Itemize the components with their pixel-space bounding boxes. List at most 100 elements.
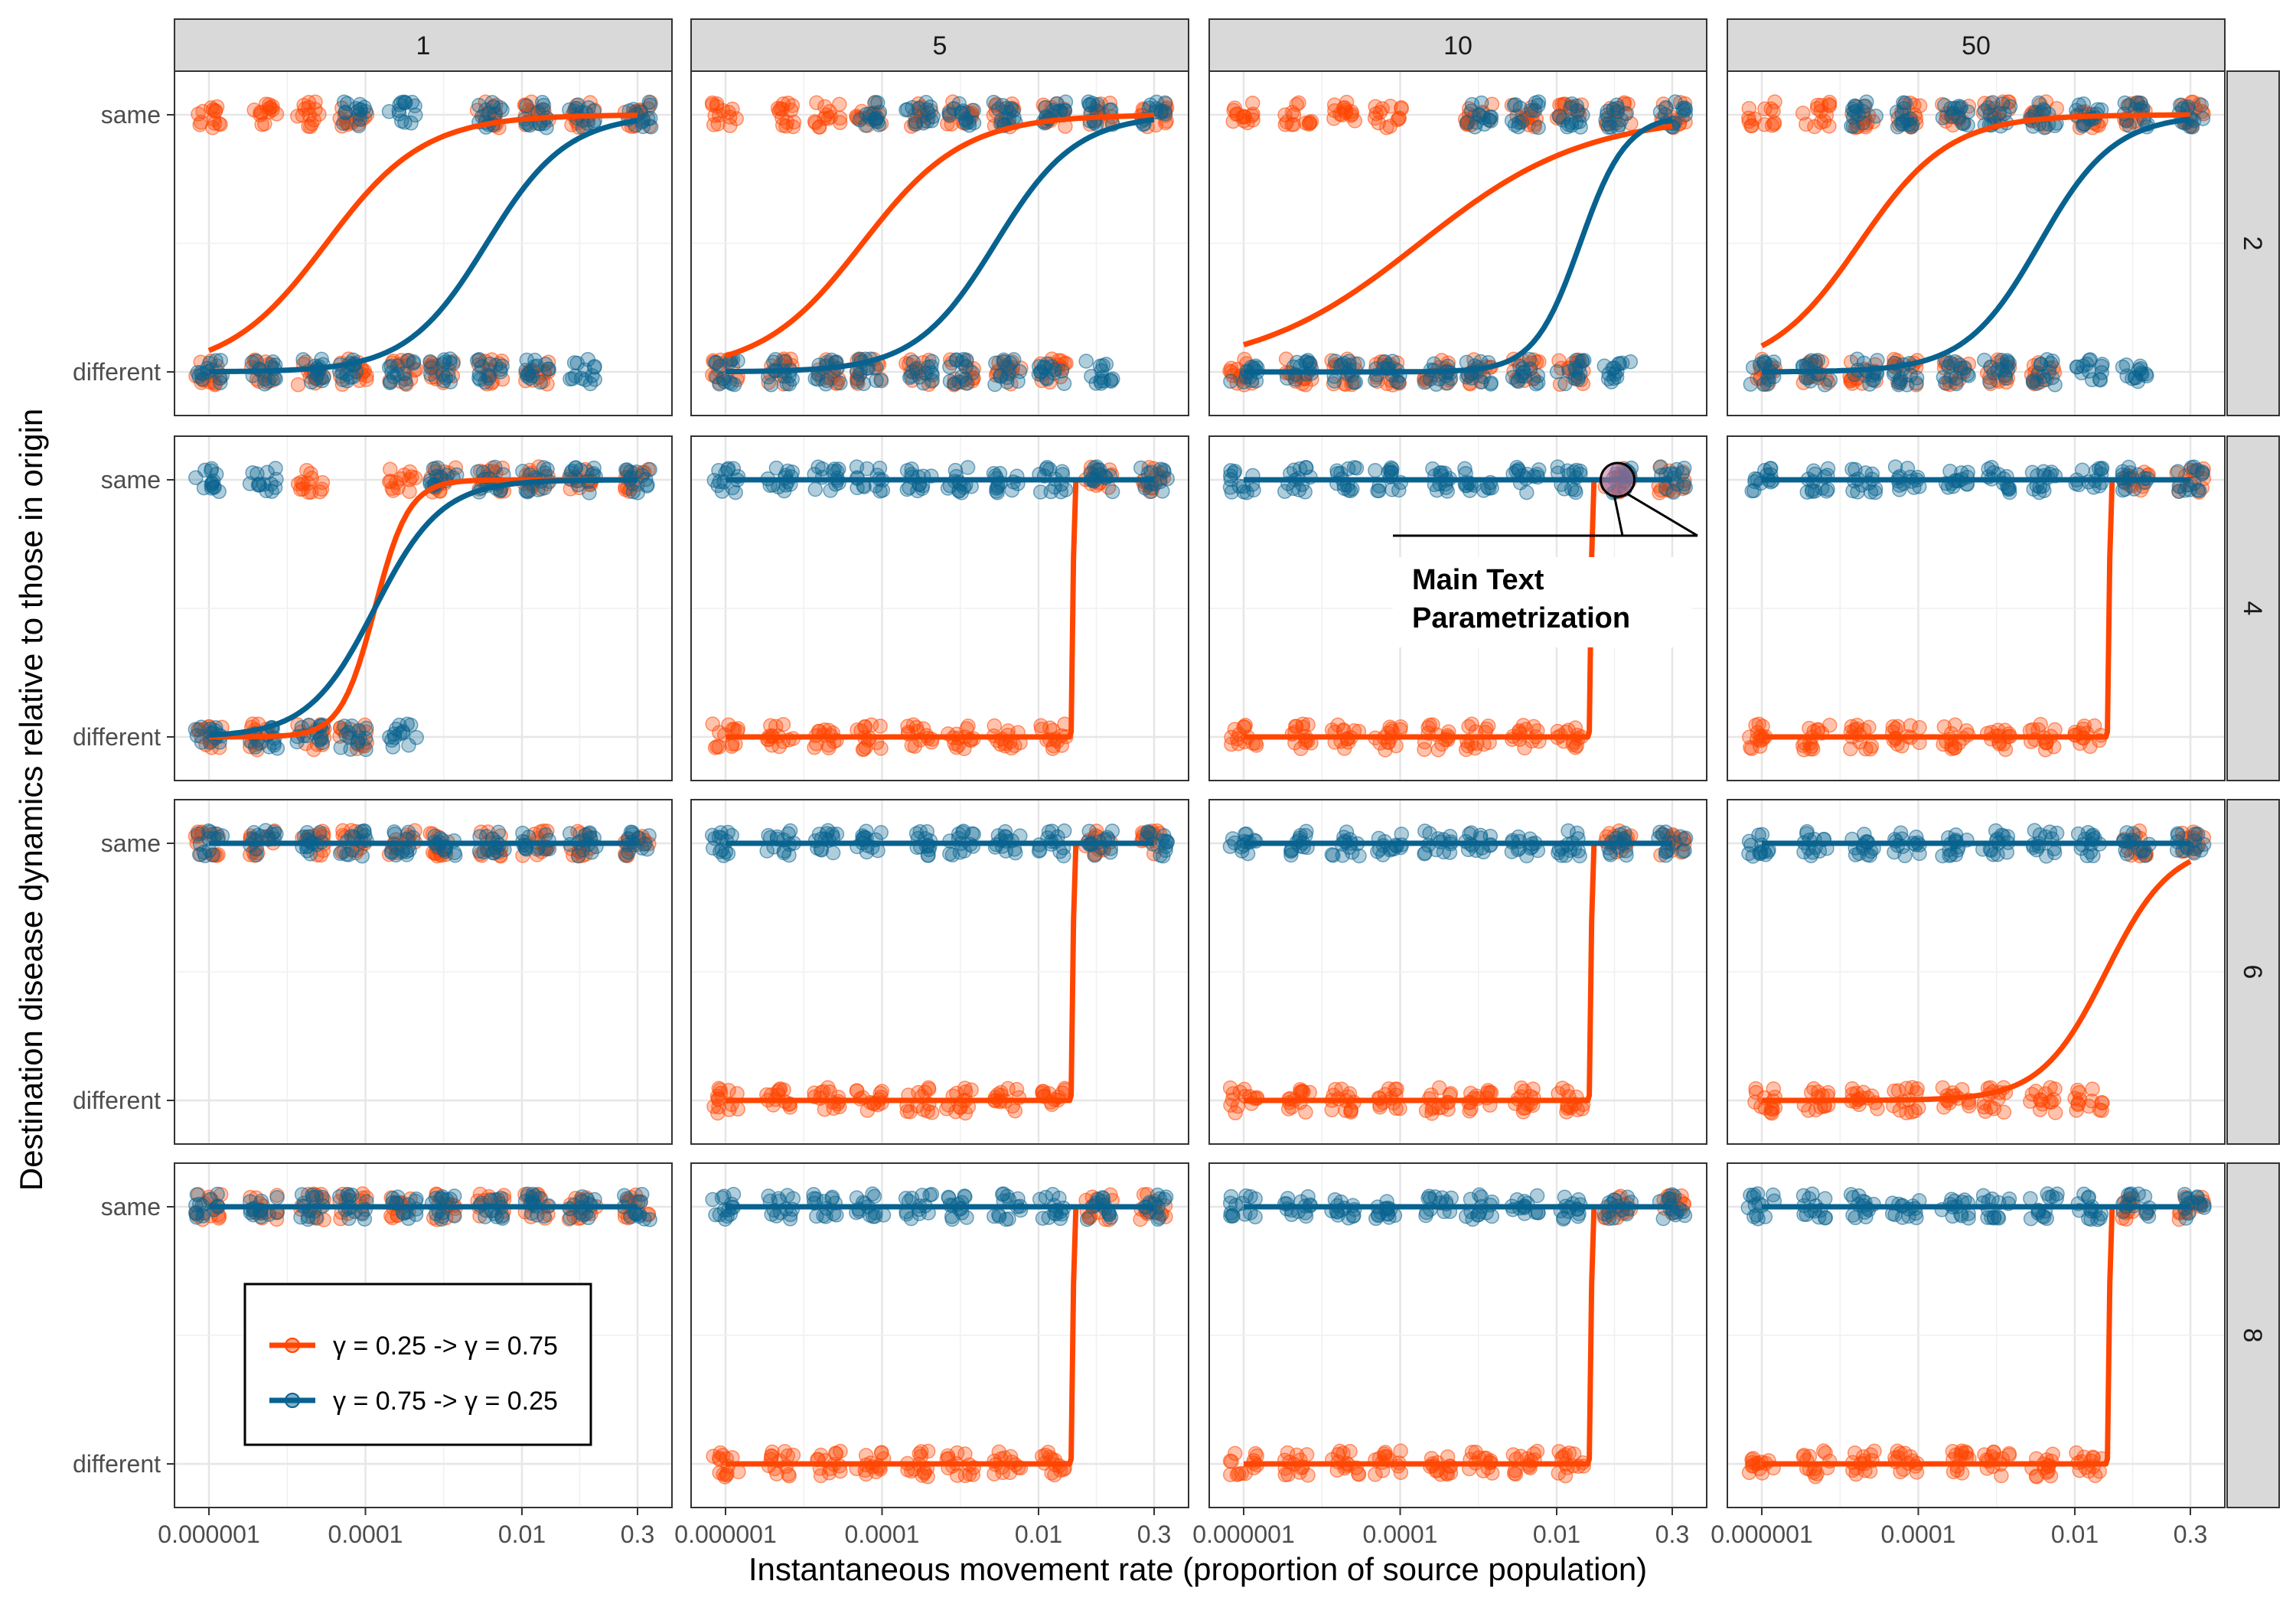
data-point (782, 1211, 798, 1227)
data-point (1096, 373, 1111, 389)
data-point (494, 102, 510, 118)
data-point (1039, 461, 1054, 477)
data-point (810, 459, 826, 474)
data-point (990, 828, 1006, 843)
data-point (2036, 102, 2051, 117)
data-point (261, 104, 277, 120)
data-point (908, 114, 923, 129)
data-point (1567, 740, 1583, 755)
data-point (920, 1443, 936, 1459)
data-point (1568, 484, 1583, 500)
data-point (829, 1208, 844, 1223)
data-point (1326, 848, 1341, 863)
data-point (1052, 844, 1068, 859)
data-point (302, 119, 318, 135)
data-point (1849, 717, 1865, 733)
data-point (391, 103, 406, 119)
data-point (958, 1084, 974, 1100)
data-point (1104, 823, 1120, 839)
data-point (712, 1207, 728, 1223)
data-point (1936, 1100, 1952, 1115)
data-point (1603, 119, 1619, 135)
data-point (478, 374, 493, 390)
data-point (917, 1084, 933, 1100)
data-point (915, 481, 930, 497)
data-point (1157, 106, 1173, 122)
data-point (190, 365, 205, 380)
data-point (386, 369, 402, 385)
data-point (1368, 462, 1383, 478)
data-point (1246, 482, 1261, 498)
data-point (2092, 371, 2108, 387)
data-point (709, 1089, 726, 1104)
data-point (294, 1187, 310, 1202)
data-point (1943, 368, 1959, 384)
data-point (1222, 1467, 1238, 1482)
data-point (536, 460, 552, 475)
data-point (807, 481, 823, 497)
data-point (809, 95, 824, 110)
data-point (1087, 848, 1103, 863)
data-point (1000, 1081, 1016, 1097)
data-point (409, 730, 424, 745)
data-point (475, 109, 490, 125)
data-point (1463, 825, 1479, 840)
data-point (2043, 356, 2059, 371)
data-point (873, 825, 889, 840)
data-point (1420, 719, 1436, 735)
data-point (519, 98, 534, 114)
data-point (1796, 844, 1812, 860)
data-point (1084, 96, 1101, 111)
data-point (724, 376, 739, 392)
data-point (308, 102, 323, 117)
data-point (617, 1188, 632, 1204)
data-point (290, 109, 305, 124)
data-point (944, 1211, 960, 1227)
data-point (1457, 461, 1473, 477)
data-point (833, 1443, 848, 1459)
data-point (876, 1208, 892, 1223)
data-point (920, 848, 936, 863)
data-point (1390, 112, 1405, 128)
data-point (1004, 482, 1020, 498)
data-point (866, 1188, 882, 1204)
data-point (357, 823, 372, 839)
data-point (331, 1189, 347, 1204)
data-point (2076, 358, 2091, 373)
data-point (811, 826, 827, 842)
data-point (397, 115, 413, 130)
data-point (314, 481, 330, 497)
data-point (207, 103, 223, 119)
data-point (351, 118, 367, 134)
data-point (313, 370, 329, 386)
data-point (993, 368, 1008, 383)
data-point (1997, 106, 2012, 122)
data-point (639, 478, 655, 494)
data-point (1339, 824, 1355, 840)
data-point (905, 717, 921, 732)
data-point (2186, 459, 2202, 475)
data-point (191, 106, 206, 122)
data-point (1905, 117, 1920, 132)
data-point (261, 100, 277, 116)
data-point (1391, 374, 1407, 390)
data-point (784, 371, 800, 387)
data-point (911, 101, 927, 116)
data-point (904, 738, 920, 753)
data-point (862, 1208, 878, 1223)
data-point (1480, 1083, 1496, 1098)
data-point (1519, 484, 1534, 500)
data-point (1742, 729, 1757, 745)
data-point (1767, 94, 1782, 109)
data-point (520, 484, 535, 500)
data-point (538, 357, 553, 372)
data-point (1291, 95, 1306, 111)
data-point (1222, 468, 1238, 484)
data-point (348, 101, 364, 116)
data-point (1158, 843, 1173, 859)
data-point (2067, 1090, 2082, 1107)
data-point (947, 462, 964, 478)
data-point (1741, 100, 1757, 116)
data-point (954, 369, 970, 384)
data-point (2191, 483, 2207, 498)
